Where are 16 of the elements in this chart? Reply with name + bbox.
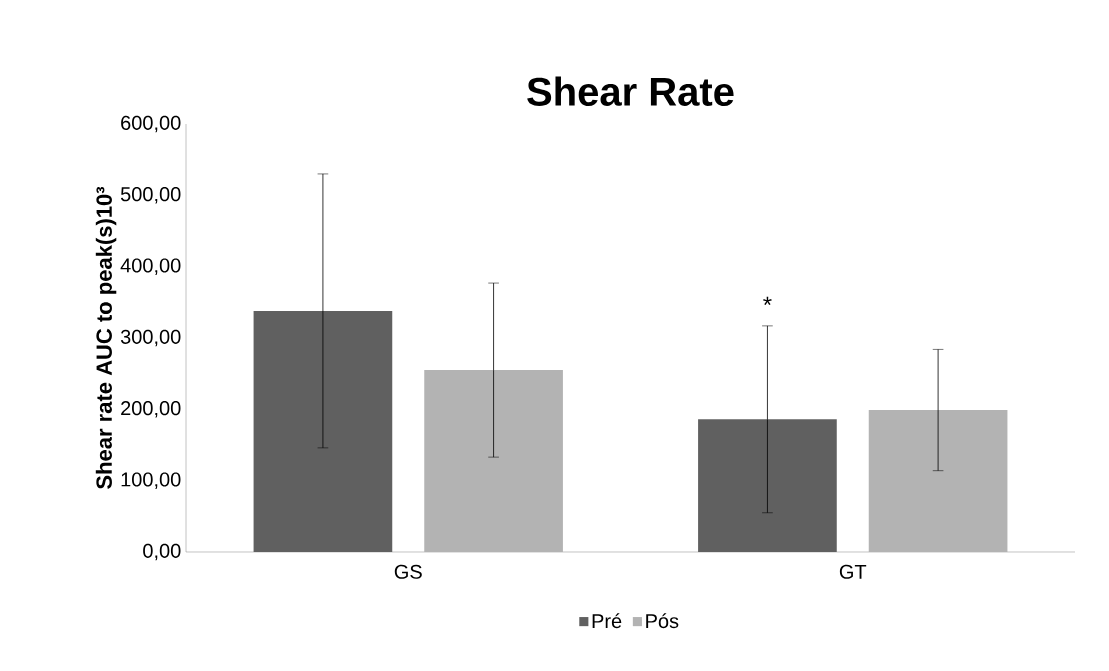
x-tick-label: GT: [839, 564, 867, 579]
legend-label: Pós: [646, 613, 679, 629]
bar: [868, 410, 1008, 552]
y-tick-label: 100,00: [121, 472, 181, 489]
x-tick-label: GS: [394, 564, 422, 579]
y-tick-label: 600,00: [121, 115, 181, 133]
y-tick-label: 0,00: [143, 543, 181, 561]
legend-label: Pré: [592, 613, 622, 629]
y-axis-title: Shear rate AUC to peak(s)10³: [95, 186, 117, 489]
y-tick-label: 300,00: [120, 329, 181, 347]
y-tick-label: 500,00: [120, 187, 181, 204]
bar: [424, 370, 563, 552]
y-tick-label: 400,00: [120, 258, 181, 275]
chart-title: Shear Rate: [527, 76, 734, 106]
annotation: *: [763, 296, 772, 306]
y-tick-label: 200,00: [121, 401, 181, 418]
